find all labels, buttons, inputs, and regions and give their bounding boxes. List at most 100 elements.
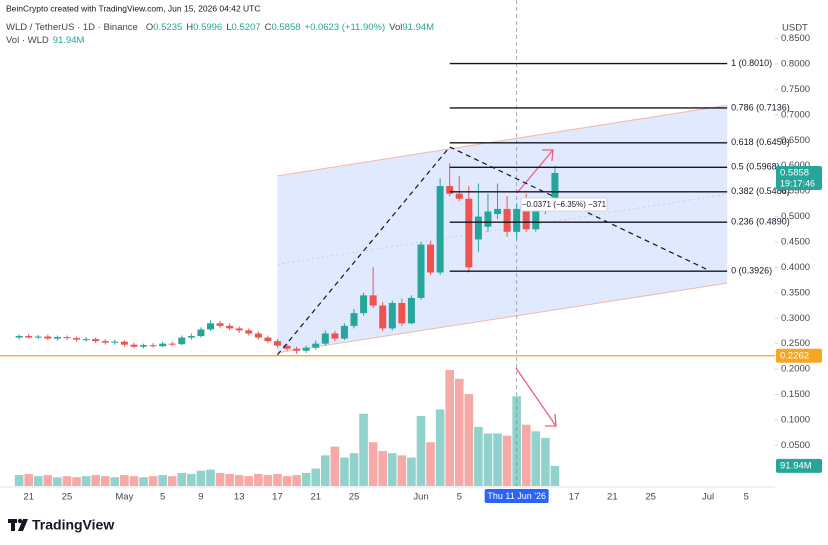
volume-bar [158, 475, 167, 486]
volume-bar [521, 424, 531, 486]
candle-body [350, 313, 358, 326]
candle-body [293, 348, 301, 351]
volume-bar [340, 457, 349, 486]
candle-body [15, 336, 23, 338]
volume-bar [139, 477, 148, 486]
zigzag [277, 146, 709, 356]
candle-body [494, 208, 502, 215]
volume-bar [483, 433, 493, 486]
ohlc-key: C [265, 22, 272, 33]
volume-legend: Vol · WLD 91.94M [6, 35, 85, 46]
volume-bar [110, 477, 120, 486]
y-tick-label: 0.0500 [781, 440, 810, 451]
volume-bar [244, 476, 254, 486]
volume-bar [14, 475, 24, 486]
brand-logo [8, 518, 28, 531]
candle-body [427, 244, 435, 273]
x-tick-label: 21 [607, 492, 618, 503]
fib-label: 0 (0.3926) [731, 266, 772, 276]
y-tick-label: 0.6500 [781, 135, 810, 146]
y-tick-label: 0.1000 [781, 414, 810, 425]
candle-body [503, 208, 511, 232]
volume-bar [196, 470, 206, 486]
candle-body [283, 345, 291, 349]
volume-bar [454, 378, 464, 486]
attribution: BeinCrypto created with TradingView.com,… [6, 3, 261, 13]
channel-edge [277, 282, 728, 354]
candle-body [513, 208, 521, 232]
volume-bar [62, 476, 72, 486]
y-tick-label: 0.5500 [781, 186, 810, 197]
crosshair-label: Thu 11 Jun '26 [487, 491, 546, 501]
y-tick-label: 0.4000 [781, 262, 810, 273]
volume-bar [273, 473, 282, 486]
x-tick-label: 21 [310, 492, 321, 503]
candle-body [417, 244, 425, 298]
channel-mid [277, 193, 728, 265]
logo-part [17, 518, 23, 524]
y-tick-label: 0.2500 [781, 338, 810, 349]
x-tick-label: 17 [272, 492, 283, 503]
candle-body [245, 330, 253, 334]
candle-body [532, 208, 540, 230]
support-label: 0.2262 [780, 350, 809, 361]
volume-bar [359, 413, 368, 486]
volume-bar [72, 477, 81, 486]
candle-body [446, 186, 454, 194]
volume-bar [292, 475, 301, 486]
volume-bar [502, 435, 512, 486]
fib-label: 0.618 (0.6450) [731, 137, 790, 147]
candle-body [140, 345, 148, 347]
x-tick-label: 5 [457, 492, 462, 503]
volume-bar [407, 457, 416, 486]
fib-label: 0.5 (0.5968) [731, 162, 780, 172]
candle-body [44, 336, 52, 339]
x-tick-label: 5 [744, 492, 749, 503]
candle-body [82, 339, 90, 341]
vol-key: Vol [389, 22, 402, 33]
fib-label: 0.236 (0.4890) [731, 217, 790, 227]
support-box [776, 348, 822, 363]
volume-bar [24, 473, 34, 486]
candle-body [53, 337, 61, 339]
volume-bar [378, 450, 388, 486]
candle-body [474, 216, 482, 240]
x-tick-label: 13 [234, 492, 245, 503]
volume-bar [120, 475, 129, 486]
measure-label: −0.0371 (−6.35%) −371 [522, 200, 607, 209]
fib-label: 0.786 (0.7136) [731, 102, 790, 112]
candle-body [321, 333, 329, 344]
ohlc-key: O [146, 22, 153, 33]
measure-box [520, 197, 608, 212]
volume-bar [387, 453, 397, 486]
candle-body [340, 325, 348, 339]
candle-body [130, 344, 138, 347]
x-tick-label: Jun [413, 492, 428, 503]
volume-bar [512, 396, 521, 486]
price-box [776, 165, 822, 190]
arrow-up [516, 149, 554, 194]
y-tick-label: 0.7000 [781, 109, 810, 120]
logo-part [18, 519, 28, 531]
volume-box [776, 458, 822, 473]
drawings-back [0, 0, 775, 486]
ohlc-value: 0.5858 [271, 22, 300, 33]
x-tick-label: 25 [62, 492, 73, 503]
candle-body [264, 337, 272, 342]
crosshair-box [484, 489, 549, 503]
candle-body [101, 341, 109, 343]
x-tick-label: 25 [645, 492, 656, 503]
change: +0.0623 (+11.90%) [305, 22, 386, 33]
y-tick-label: 0.7500 [781, 84, 810, 95]
vol-value: 91.94M [402, 22, 434, 33]
volume-bar [349, 453, 359, 486]
y-tick-label: 0.6000 [781, 160, 810, 171]
fib-label: 1 (0.8010) [731, 58, 772, 68]
arrows [515, 149, 557, 427]
arrow-down-head [545, 413, 557, 427]
volume-bar [301, 472, 311, 486]
candle-body [73, 338, 81, 340]
ohlc-value: 0.5996 [193, 22, 222, 33]
y-tick-label: 0.8000 [781, 59, 810, 70]
